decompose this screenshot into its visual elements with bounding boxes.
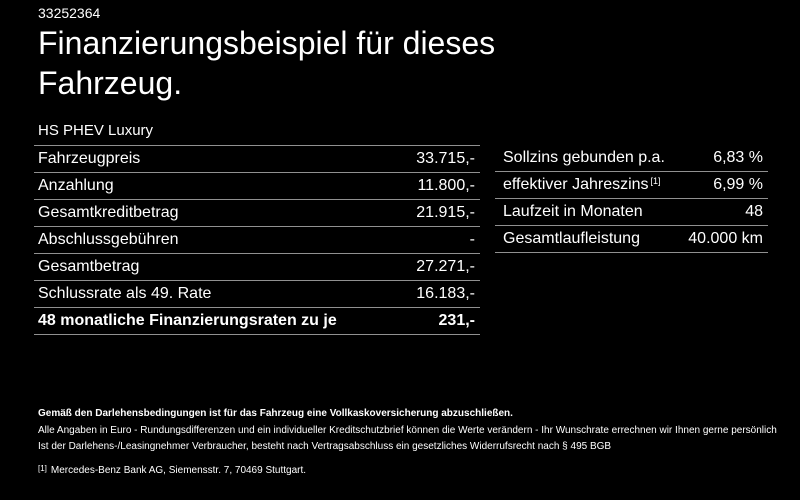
finance-row: Gesamtkreditbetrag 21.915,- <box>34 200 480 227</box>
condition-row-value: 6,99 % <box>713 176 763 193</box>
condition-row: Sollzins gebunden p.a. 6,83 % <box>495 145 768 172</box>
disclaimer-line-1: Alle Angaben in Euro - Rundungsdifferenz… <box>38 425 777 436</box>
footnote-text: Mercedes-Benz Bank AG, Siemensstr. 7, 70… <box>50 465 307 476</box>
condition-row-label-text: effektiver Jahreszins <box>503 175 649 193</box>
page-title: Finanzierungsbeispiel für dieses Fahrzeu… <box>38 25 496 101</box>
condition-row-label: Gesamtlaufleistung <box>503 230 640 247</box>
finance-row-label: Schlussrate als 49. Rate <box>38 285 212 302</box>
footnote-reference: [1] <box>650 175 661 186</box>
condition-row-value: 6,83 % <box>713 149 763 166</box>
insurance-note: Gemäß den Darlehensbedingungen ist für d… <box>38 408 513 419</box>
finance-row-label: Gesamtkreditbetrag <box>38 204 179 221</box>
disclaimer-line-2: Ist der Darlehens-/Leasingnehmer Verbrau… <box>38 441 612 452</box>
condition-row: effektiver Jahreszins [1] 6,99 % <box>495 172 768 199</box>
condition-row: Laufzeit in Monaten 48 <box>495 199 768 226</box>
finance-row-label: Fahrzeugpreis <box>38 150 141 167</box>
finance-row-value: - <box>469 231 475 248</box>
finance-row: Abschlussgebühren - <box>34 227 480 254</box>
finance-row-value: 21.915,- <box>416 204 475 221</box>
footer-notes: Gemäß den Darlehensbedingungen ist für d… <box>38 406 780 478</box>
footnote-marker: [1] <box>38 464 47 473</box>
vehicle-id: 33252364 <box>38 5 101 21</box>
finance-row-monthly-rate: 48 monatliche Finanzierungsraten zu je 2… <box>34 308 480 335</box>
finance-row-value: 33.715,- <box>416 150 475 167</box>
finance-row-value: 231,- <box>438 312 475 329</box>
condition-row-value: 40.000 km <box>688 230 763 247</box>
finance-row-label: Abschlussgebühren <box>38 231 179 248</box>
condition-row-label: Sollzins gebunden p.a. <box>503 149 665 166</box>
model-name: HS PHEV Luxury <box>38 122 154 139</box>
finance-row-label: Anzahlung <box>38 177 114 194</box>
finance-row-value: 11.800,- <box>417 177 475 194</box>
finance-row: Gesamtbetrag 27.271,- <box>34 254 480 281</box>
finance-row: Schlussrate als 49. Rate 16.183,- <box>34 281 480 308</box>
conditions-table: Sollzins gebunden p.a. 6,83 % effektiver… <box>495 145 768 253</box>
finance-row-label: 48 monatliche Finanzierungsraten zu je <box>38 312 337 329</box>
bank-footnote: [1] Mercedes-Benz Bank AG, Siemensstr. 7,… <box>38 464 780 478</box>
finance-row: Fahrzeugpreis 33.715,- <box>34 146 480 173</box>
condition-row: Gesamtlaufleistung 40.000 km <box>495 226 768 253</box>
finance-table: Fahrzeugpreis 33.715,- Anzahlung 11.800,… <box>34 145 480 335</box>
finance-row-value: 16.183,- <box>416 285 475 302</box>
finance-row-label: Gesamtbetrag <box>38 258 140 275</box>
condition-row-label: Laufzeit in Monaten <box>503 203 643 220</box>
condition-row-label: effektiver Jahreszins [1] <box>503 172 661 199</box>
finance-row: Anzahlung 11.800,- <box>34 173 480 200</box>
finance-row-value: 27.271,- <box>416 258 475 275</box>
condition-row-value: 48 <box>745 203 763 220</box>
